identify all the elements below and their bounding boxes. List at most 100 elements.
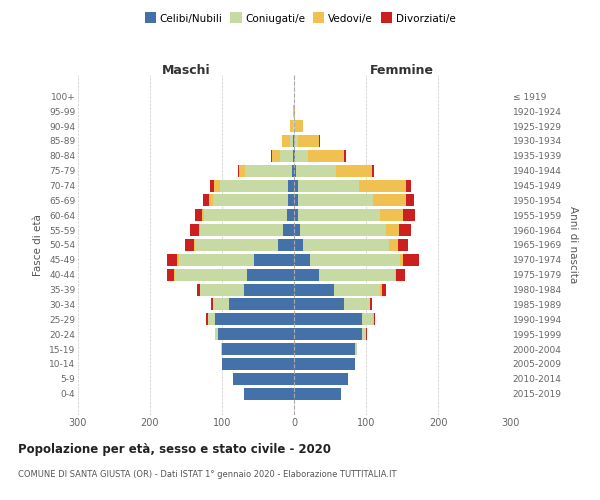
Bar (293, 150, 294, 162)
Bar (372, 165, 374, 176)
Bar (294, 165, 296, 176)
Bar (238, 165, 239, 176)
Bar (272, 150, 280, 162)
Bar (190, 224, 199, 236)
Bar (370, 298, 373, 310)
Bar (245, 165, 292, 176)
Legend: Celibi/Nubili, Coniugati/e, Vedovi/e, Divorziati/e: Celibi/Nubili, Coniugati/e, Vedovi/e, Di… (140, 10, 460, 29)
Bar (366, 328, 367, 340)
Bar (294, 373, 348, 384)
Bar (244, 388, 294, 400)
Bar (308, 150, 344, 162)
Bar (294, 150, 295, 162)
Text: Femmine: Femmine (370, 64, 434, 77)
Bar (292, 165, 294, 176)
Bar (294, 135, 298, 147)
Bar (233, 373, 294, 384)
Bar (400, 254, 403, 266)
Bar (294, 120, 295, 132)
Bar (167, 254, 178, 266)
Bar (294, 180, 298, 192)
Bar (373, 314, 374, 325)
Bar (244, 284, 294, 296)
Bar (290, 135, 293, 147)
Bar (362, 328, 366, 340)
Bar (209, 194, 212, 206)
Y-axis label: Anni di nascita: Anni di nascita (568, 206, 578, 284)
Bar (294, 298, 344, 310)
Bar (203, 194, 209, 206)
Bar (344, 298, 370, 310)
Bar (271, 150, 272, 162)
Bar (319, 135, 320, 147)
Bar (196, 239, 278, 251)
Bar (185, 239, 194, 251)
Bar (389, 239, 398, 251)
Bar (215, 314, 294, 325)
Bar (212, 194, 288, 206)
Bar (374, 314, 376, 325)
Bar (175, 269, 247, 280)
Bar (199, 224, 200, 236)
Bar (294, 388, 341, 400)
Text: COMUNE DI SANTA GIUSTA (OR) - Dati ISTAT 1° gennaio 2020 - Elaborazione TUTTITAL: COMUNE DI SANTA GIUSTA (OR) - Dati ISTAT… (18, 470, 397, 479)
Bar (344, 150, 346, 162)
Bar (204, 210, 287, 221)
Bar (294, 269, 319, 280)
Bar (336, 165, 372, 176)
Bar (280, 150, 293, 162)
Bar (282, 135, 290, 147)
Bar (278, 239, 294, 251)
Bar (295, 150, 308, 162)
Bar (294, 358, 355, 370)
Bar (222, 358, 294, 370)
Bar (399, 224, 410, 236)
Bar (194, 210, 202, 221)
Bar (222, 343, 294, 355)
Bar (298, 180, 359, 192)
Bar (294, 343, 355, 355)
Bar (294, 328, 362, 340)
Bar (283, 224, 294, 236)
Bar (380, 284, 382, 296)
Y-axis label: Fasce di età: Fasce di età (34, 214, 43, 276)
Bar (220, 180, 288, 192)
Bar (298, 135, 319, 147)
Bar (293, 135, 294, 147)
Bar (310, 254, 400, 266)
Bar (294, 106, 295, 117)
Bar (211, 180, 214, 192)
Bar (294, 254, 310, 266)
Bar (406, 180, 412, 192)
Bar (229, 298, 294, 310)
Bar (380, 210, 403, 221)
Bar (294, 284, 334, 296)
Bar (396, 269, 405, 280)
Bar (395, 269, 396, 280)
Bar (398, 239, 408, 251)
Bar (214, 180, 220, 192)
Bar (294, 239, 302, 251)
Text: Maschi: Maschi (161, 64, 211, 77)
Bar (334, 284, 380, 296)
Text: Popolazione per età, sesso e stato civile - 2020: Popolazione per età, sesso e stato civil… (18, 442, 331, 456)
Bar (202, 210, 204, 221)
Bar (218, 328, 294, 340)
Bar (208, 314, 215, 325)
Bar (293, 106, 294, 117)
Bar (167, 269, 175, 280)
Bar (194, 239, 196, 251)
Bar (302, 239, 389, 251)
Bar (355, 343, 356, 355)
Bar (382, 284, 386, 296)
Bar (300, 224, 386, 236)
Bar (319, 269, 395, 280)
Bar (403, 210, 415, 221)
Bar (362, 314, 373, 325)
Bar (298, 194, 373, 206)
Bar (294, 314, 362, 325)
Bar (359, 180, 406, 192)
Bar (298, 210, 380, 221)
Bar (200, 224, 283, 236)
Bar (215, 328, 218, 340)
